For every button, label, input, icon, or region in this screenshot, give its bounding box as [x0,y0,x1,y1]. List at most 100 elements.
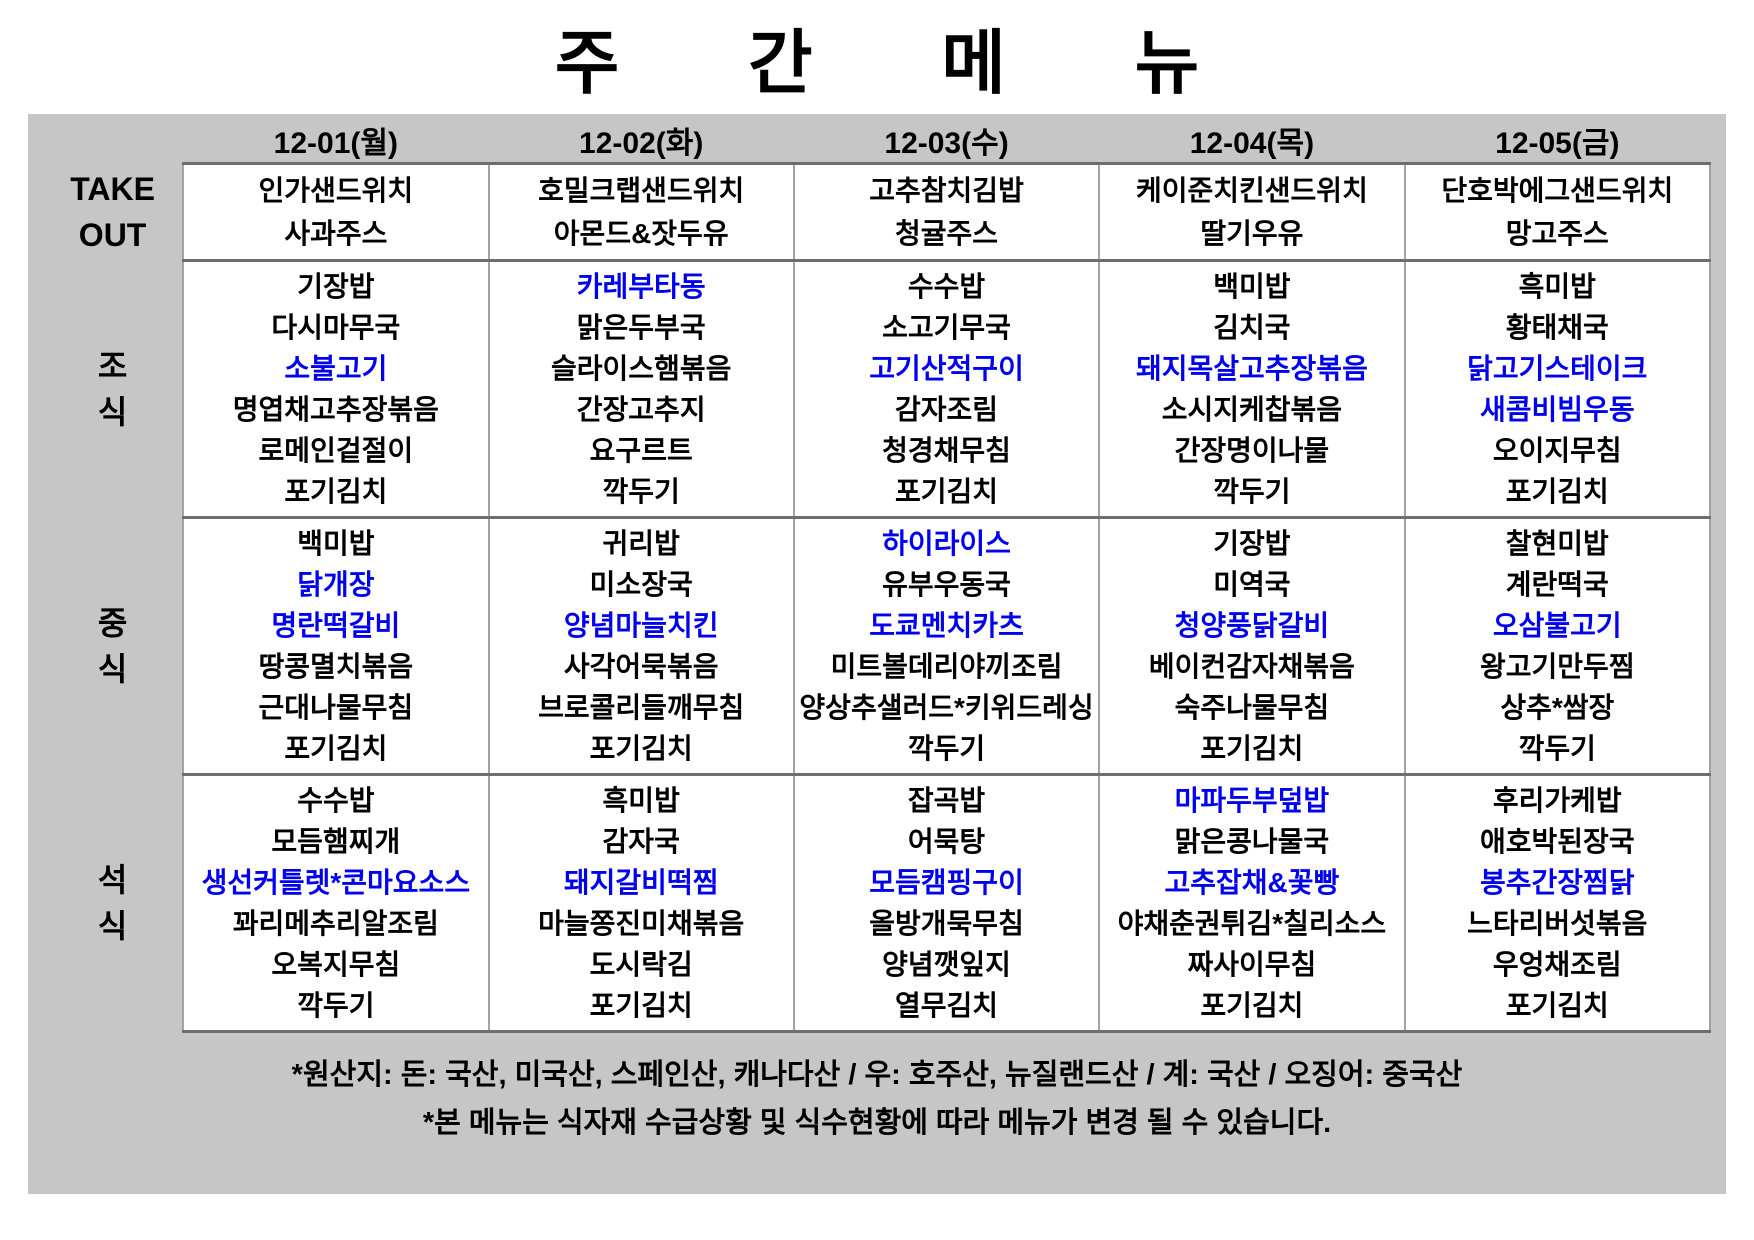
menu-cell-lunch-day5: 찰현미밥 계란떡국 오삼불고기 왕고기만두찜 상추*쌈장 깍두기 [1403,516,1712,776]
menu-item: 닭개장 [297,569,375,600]
menu-cell-takeout-day4: 케이준치킨샌드위치 딸기우유 [1098,162,1406,262]
menu-item: 호밀크랩샌드위치 [538,175,745,206]
menu-item: 미트볼데리야끼조림 [830,651,1063,682]
menu-cell-breakfast-day2: 카레부타동 맑은두부국 슬라이스햄볶음 간장고추지 요구르트 깍두기 [487,259,795,519]
menu-item: 애호박된장국 [1480,826,1635,857]
menu-item: 돼지목살고추장볶음 [1135,353,1368,384]
origin-note: *원산지: 돈: 국산, 미국산, 스페인산, 캐나다산 / 우: 호주산, 뉴… [291,1059,1463,1091]
menu-cell-dinner-day1: 수수밥 모듬햄찌개 생선커틀렛*콘마요소스 꽈리메추리알조림 오복지무침 깍두기 [182,773,490,1033]
menu-item: 생선커틀렛*콘마요소스 [201,867,471,898]
menu-item: 하이라이스 [882,528,1011,559]
menu-item: 맑은두부국 [576,312,706,343]
menu-item: 인가샌드위치 [258,175,414,206]
menu-item: 깍두기 [907,733,986,764]
date-header: 12-03(수) [884,127,1009,160]
menu-item: 명엽채고추장볶음 [232,394,439,425]
menu-cell-takeout-day5: 단호박에그샌드위치 망고주스 [1403,162,1712,262]
menu-cell-breakfast-day4: 백미밥 김치국 돼지목살고추장볶음 소시지케찹볶음 간장명이나물 깍두기 [1098,259,1406,519]
menu-item: 깍두기 [602,476,680,507]
menu-item: 사각어묵볶음 [563,651,719,682]
menu-cell-takeout-day1: 인가샌드위치 사과주스 [182,162,490,262]
section-row-breakfast: 조 식 기장밥 다시마무국 소불고기 명엽채고추장볶음 로메인겉절이 포기김치 카레부타동 맑은두… [43,259,1712,519]
menu-item: 마파두부덮밥 [1174,785,1330,816]
menu-cell-dinner-day4: 마파두부덮밥 맑은콩나물국 고추잡채&꽃빵 야채춘권튀김*칠리소스 짜사이무침 포기김치 [1098,773,1406,1033]
menu-item: 모듬캠핑구이 [869,867,1024,898]
menu-item: 간장명이나물 [1174,435,1330,466]
date-header: 12-04(목) [1189,127,1315,160]
menu-item: 감자조림 [895,394,999,425]
menu-item: 돼지갈비떡찜 [563,867,719,898]
menu-item: 백미밥 [1213,271,1291,302]
menu-item: 수수밥 [907,271,986,302]
section-row-takeout: TAKE OUT 인가샌드위치 사과주스 호밀크랩샌드위치 아몬드&잣두유 고추참치김밥 청귤… [43,162,1712,262]
date-header: 12-02(화) [579,127,704,160]
menu-item: 흑미밥 [1518,271,1596,302]
menu-item: 잡곡밥 [907,785,986,816]
corner-cell [43,118,183,164]
menu-item: 어묵탕 [907,826,986,857]
menu-item: 도쿄멘치카츠 [869,610,1024,641]
menu-item: 고기산적구이 [869,353,1024,384]
menu-item: 열무김치 [895,990,999,1021]
menu-item: 오삼불고기 [1492,610,1622,641]
menu-item: 감자국 [602,826,680,857]
menu-cell-lunch-day1: 백미밥 닭개장 명란떡갈비 땅콩멸치볶음 근대나물무침 포기김치 [182,516,490,776]
menu-item: 새콤비빔우동 [1480,394,1635,425]
menu-item: 백미밥 [297,528,375,559]
menu-item: 간장고추지 [576,394,706,425]
menu-cell-takeout-day3: 고추참치김밥 청귤주스 [792,162,1101,262]
menu-item: 아몬드&잣두유 [553,218,729,249]
menu-item: 오이지무침 [1492,435,1622,466]
menu-item: 꽈리메추리알조림 [232,908,439,939]
menu-item: 소시지케찹볶음 [1161,394,1343,425]
menu-item: 도시락김 [589,949,693,980]
change-note: *본 메뉴는 식자재 수급상황 및 식수현황에 따라 메뉴가 변경 될 수 있습… [422,1107,1332,1139]
menu-item: 망고주스 [1505,218,1609,249]
menu-item: 귀리밥 [602,528,680,559]
menu-sheet: 12-01(월) 12-02(화) 12-03(수) 12-04(목) 12-05(금)… [28,114,1726,1194]
menu-item: 계란떡국 [1505,569,1609,600]
menu-item: 왕고기만두찜 [1480,651,1635,682]
menu-item: 다시마무국 [271,312,401,343]
menu-item: 후리가케밥 [1492,785,1622,816]
menu-item: 기장밥 [297,271,375,302]
menu-item: 모듬햄찌개 [271,826,401,857]
footer-notes: *원산지: 돈: 국산, 미국산, 스페인산, 캐나다산 / 우: 호주산, 뉴… [28,1051,1726,1147]
menu-item: 청양풍닭갈비 [1174,610,1330,641]
menu-item: 깍두기 [297,990,375,1021]
menu-item: 닭고기스테이크 [1467,353,1648,384]
menu-cell-breakfast-day3: 수수밥 소고기무국 고기산적구이 감자조림 청경채무침 포기김치 [792,259,1101,519]
menu-item: 소고기무국 [882,312,1011,343]
menu-item: 김치국 [1213,312,1291,343]
menu-item: 미소장국 [589,569,693,600]
menu-item: 고추참치김밥 [869,175,1024,206]
menu-item: 느타리버섯볶음 [1467,908,1648,939]
menu-item: 마늘쫑진미채볶음 [538,908,745,939]
menu-item: 딸기우유 [1200,218,1304,249]
menu-item: 황태채국 [1505,312,1609,343]
menu-item: 우엉채조림 [1492,949,1622,980]
menu-item: 양념마늘치킨 [563,610,719,641]
menu-item: 카레부타동 [576,271,706,302]
menu-item: 숙주나물무침 [1174,692,1330,723]
menu-item: 상추*쌈장 [1500,692,1615,723]
menu-item: 포기김치 [1505,990,1609,1021]
section-label-takeout: TAKE OUT [70,171,155,253]
menu-item: 흑미밥 [602,785,680,816]
menu-item: 포기김치 [589,733,693,764]
menu-item: 봉추간장찜닭 [1480,867,1635,898]
menu-item: 포기김치 [1200,733,1304,764]
menu-item: 올방개묵무침 [869,908,1024,939]
menu-item: 오복지무침 [271,949,401,980]
menu-item: 청경채무침 [882,435,1011,466]
menu-item: 포기김치 [1505,476,1609,507]
menu-cell-lunch-day3: 하이라이스 유부우동국 도쿄멘치카츠 미트볼데리야끼조림 양상추샐러드*키위드레싱 깍두기 [792,516,1101,776]
menu-item: 기장밥 [1213,528,1291,559]
menu-body: TAKE OUT 인가샌드위치 사과주스 호밀크랩샌드위치 아몬드&잣두유 고추참치김밥 청귤… [43,162,1712,1033]
menu-item: 포기김치 [1200,990,1304,1021]
